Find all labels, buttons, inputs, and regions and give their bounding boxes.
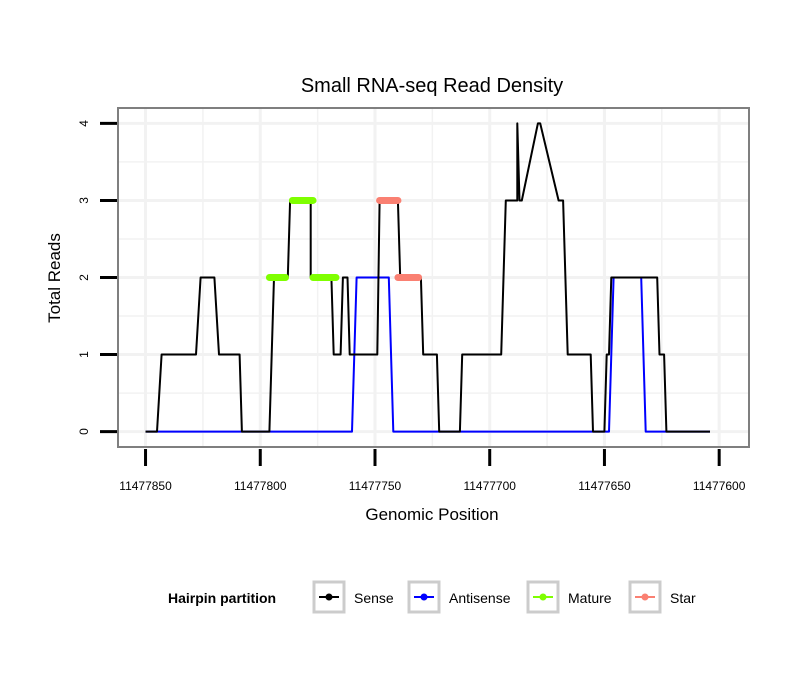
y-tick-label: 0 [77, 428, 91, 435]
legend: Hairpin partition Sense Antisense Mature St… [168, 580, 696, 614]
legend-label-mature: Mature [568, 590, 612, 606]
chart-title: Small RNA-seq Read Density [301, 75, 563, 97]
x-tick-label: 11477600 [693, 479, 746, 493]
y-axis-title: Total Reads [45, 233, 64, 323]
y-tick-label: 4 [77, 120, 91, 127]
y-axis: 0 1 2 3 4 [77, 120, 117, 435]
legend-item-mature: Mature [526, 580, 612, 614]
series-line-sense [145, 122, 710, 433]
x-tick-label: 11477700 [463, 479, 516, 493]
legend-label-antisense: Antisense [449, 590, 511, 606]
x-tick-label: 11477750 [349, 479, 402, 493]
series-layer [145, 122, 710, 433]
legend-title: Hairpin partition [168, 590, 276, 606]
x-axis: 11477850 11477800 11477750 11477700 11477650… [119, 449, 746, 493]
legend-point-mature [539, 593, 547, 601]
x-tick-label: 11477800 [234, 479, 287, 493]
y-tick-label: 1 [77, 351, 91, 358]
x-tick-label: 11477850 [119, 479, 172, 493]
legend-label-star: Star [670, 590, 696, 606]
legend-item-star: Star [628, 580, 696, 614]
y-tick-label: 2 [77, 274, 91, 281]
x-axis-title: Genomic Position [365, 505, 498, 524]
legend-item-antisense: Antisense [407, 580, 511, 614]
legend-item-sense: Sense [312, 580, 394, 614]
y-tick-label: 3 [77, 197, 91, 204]
x-tick-label: 11477650 [578, 479, 631, 493]
legend-label-sense: Sense [354, 590, 394, 606]
legend-point-sense [325, 593, 333, 601]
legend-point-antisense [420, 593, 428, 601]
legend-point-star [641, 593, 649, 601]
